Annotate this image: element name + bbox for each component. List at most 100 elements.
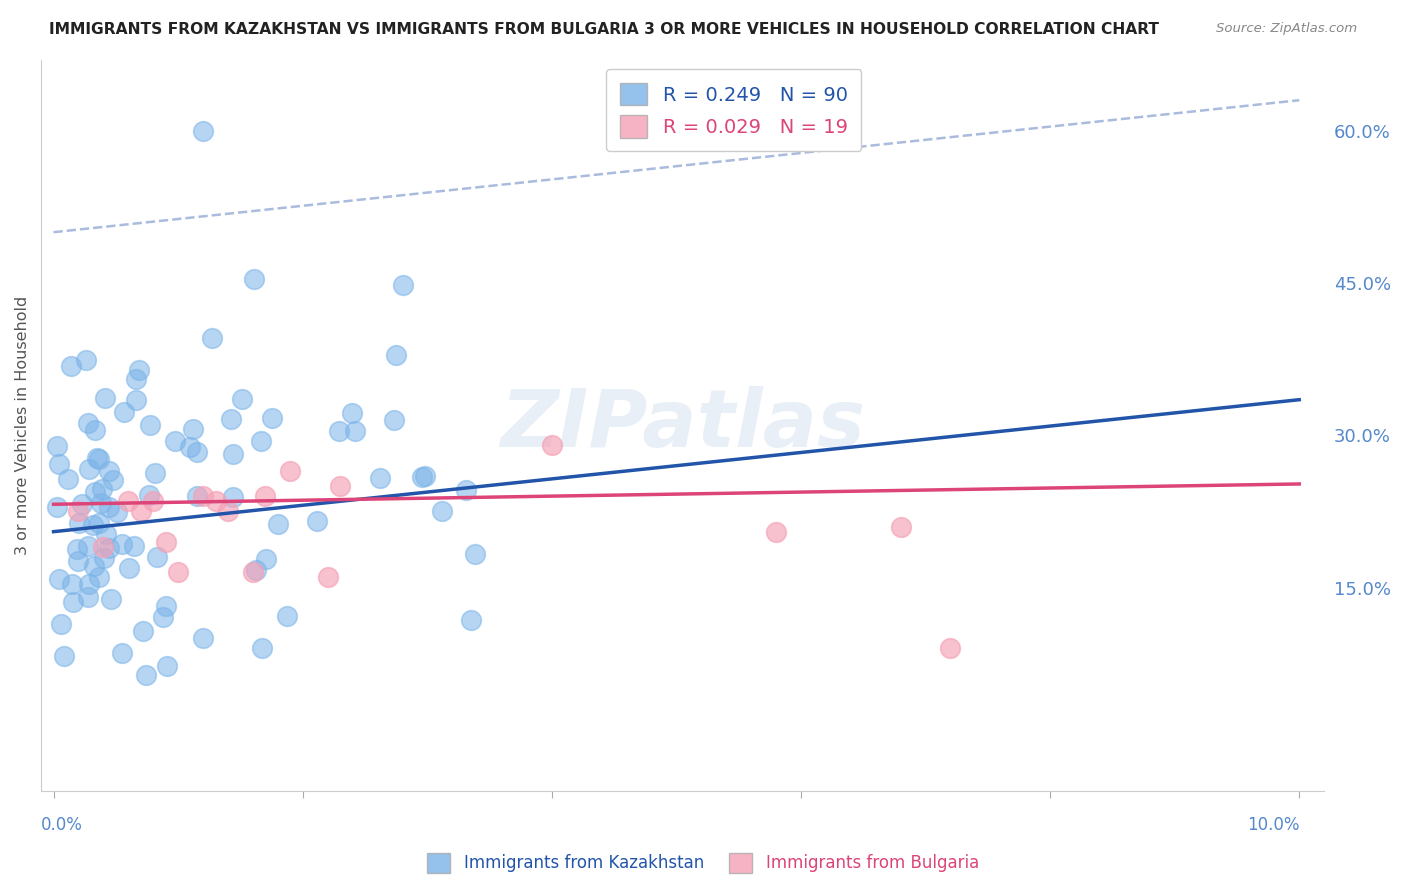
Text: 0.0%: 0.0% bbox=[41, 816, 83, 834]
Point bbox=[76, 416, 98, 430]
Point bbox=[186, 489, 208, 503]
Text: Source: ZipAtlas.com: Source: ZipAtlas.com bbox=[1216, 22, 1357, 36]
Point bbox=[105, 505, 128, 519]
Point bbox=[138, 418, 160, 433]
Point bbox=[250, 640, 273, 655]
Point bbox=[87, 569, 110, 583]
Point bbox=[77, 577, 100, 591]
Point bbox=[245, 563, 267, 577]
Point bbox=[89, 452, 111, 467]
Point bbox=[118, 560, 141, 574]
Point bbox=[193, 632, 215, 646]
Point bbox=[131, 624, 153, 638]
Text: IMMIGRANTS FROM KAZAKHSTAN VS IMMIGRANTS FROM BULGARIA 3 OR MORE VEHICLES IN HOU: IMMIGRANTS FROM KAZAKHSTAN VS IMMIGRANTS… bbox=[49, 22, 1159, 37]
Point bbox=[49, 616, 72, 631]
Point bbox=[305, 515, 328, 529]
Point bbox=[125, 392, 148, 407]
Point bbox=[191, 489, 214, 503]
Point bbox=[186, 445, 208, 459]
Point bbox=[59, 359, 82, 373]
Point bbox=[70, 497, 93, 511]
Point bbox=[90, 496, 112, 510]
Point bbox=[328, 424, 350, 438]
Point bbox=[340, 406, 363, 420]
Point bbox=[200, 331, 222, 345]
Point bbox=[87, 516, 110, 530]
Point bbox=[344, 424, 367, 438]
Point bbox=[143, 466, 166, 480]
Point bbox=[112, 405, 135, 419]
Point bbox=[62, 594, 84, 608]
Point bbox=[53, 649, 76, 664]
Point bbox=[48, 573, 70, 587]
Point bbox=[254, 551, 277, 566]
Point bbox=[165, 434, 187, 448]
Point bbox=[110, 646, 132, 660]
Point bbox=[250, 434, 273, 448]
Point bbox=[97, 541, 120, 556]
Point bbox=[939, 641, 962, 656]
Point bbox=[122, 539, 145, 553]
Point bbox=[101, 473, 124, 487]
Point bbox=[181, 422, 204, 436]
Point bbox=[46, 500, 69, 514]
Point bbox=[219, 412, 242, 426]
Point bbox=[86, 450, 108, 465]
Legend: R = 0.249   N = 90, R = 0.029   N = 19: R = 0.249 N = 90, R = 0.029 N = 19 bbox=[606, 70, 862, 151]
Point bbox=[60, 577, 83, 591]
Point bbox=[117, 494, 139, 508]
Point bbox=[111, 537, 134, 551]
Point bbox=[368, 471, 391, 485]
Point bbox=[138, 488, 160, 502]
Point bbox=[94, 527, 117, 541]
Point bbox=[98, 500, 121, 515]
Point bbox=[316, 570, 339, 584]
Point bbox=[67, 516, 90, 530]
Point bbox=[460, 613, 482, 627]
Point bbox=[83, 423, 105, 437]
Point bbox=[329, 479, 352, 493]
Point bbox=[67, 504, 90, 518]
Point bbox=[242, 566, 264, 580]
Point bbox=[260, 411, 283, 425]
Point bbox=[222, 490, 245, 504]
Point bbox=[191, 123, 214, 137]
Point bbox=[100, 592, 122, 607]
Point bbox=[93, 551, 115, 566]
Point bbox=[152, 610, 174, 624]
Point bbox=[222, 447, 245, 461]
Point bbox=[97, 464, 120, 478]
Point bbox=[146, 550, 169, 565]
Point bbox=[204, 494, 226, 508]
Point bbox=[82, 518, 104, 533]
Point bbox=[125, 372, 148, 386]
Point bbox=[46, 439, 69, 453]
Point bbox=[155, 599, 177, 614]
Point bbox=[94, 391, 117, 405]
Point bbox=[66, 554, 89, 568]
Point bbox=[142, 494, 165, 508]
Point bbox=[77, 590, 100, 604]
Point bbox=[266, 517, 288, 532]
Point bbox=[890, 519, 912, 533]
Point bbox=[91, 483, 114, 497]
Point bbox=[167, 566, 190, 580]
Point bbox=[156, 659, 179, 673]
Text: 10.0%: 10.0% bbox=[1247, 816, 1299, 834]
Point bbox=[411, 470, 433, 484]
Point bbox=[254, 489, 277, 503]
Point bbox=[79, 462, 101, 476]
Point bbox=[135, 668, 157, 682]
Point bbox=[66, 542, 89, 557]
Point bbox=[83, 559, 105, 574]
Point bbox=[75, 353, 97, 368]
Text: ZIPatlas: ZIPatlas bbox=[501, 386, 865, 464]
Point bbox=[58, 472, 80, 486]
Point bbox=[48, 457, 70, 471]
Y-axis label: 3 or more Vehicles in Household: 3 or more Vehicles in Household bbox=[15, 295, 30, 555]
Point bbox=[242, 272, 264, 286]
Point bbox=[392, 278, 415, 293]
Point bbox=[77, 539, 100, 553]
Point bbox=[179, 440, 201, 454]
Point bbox=[276, 608, 298, 623]
